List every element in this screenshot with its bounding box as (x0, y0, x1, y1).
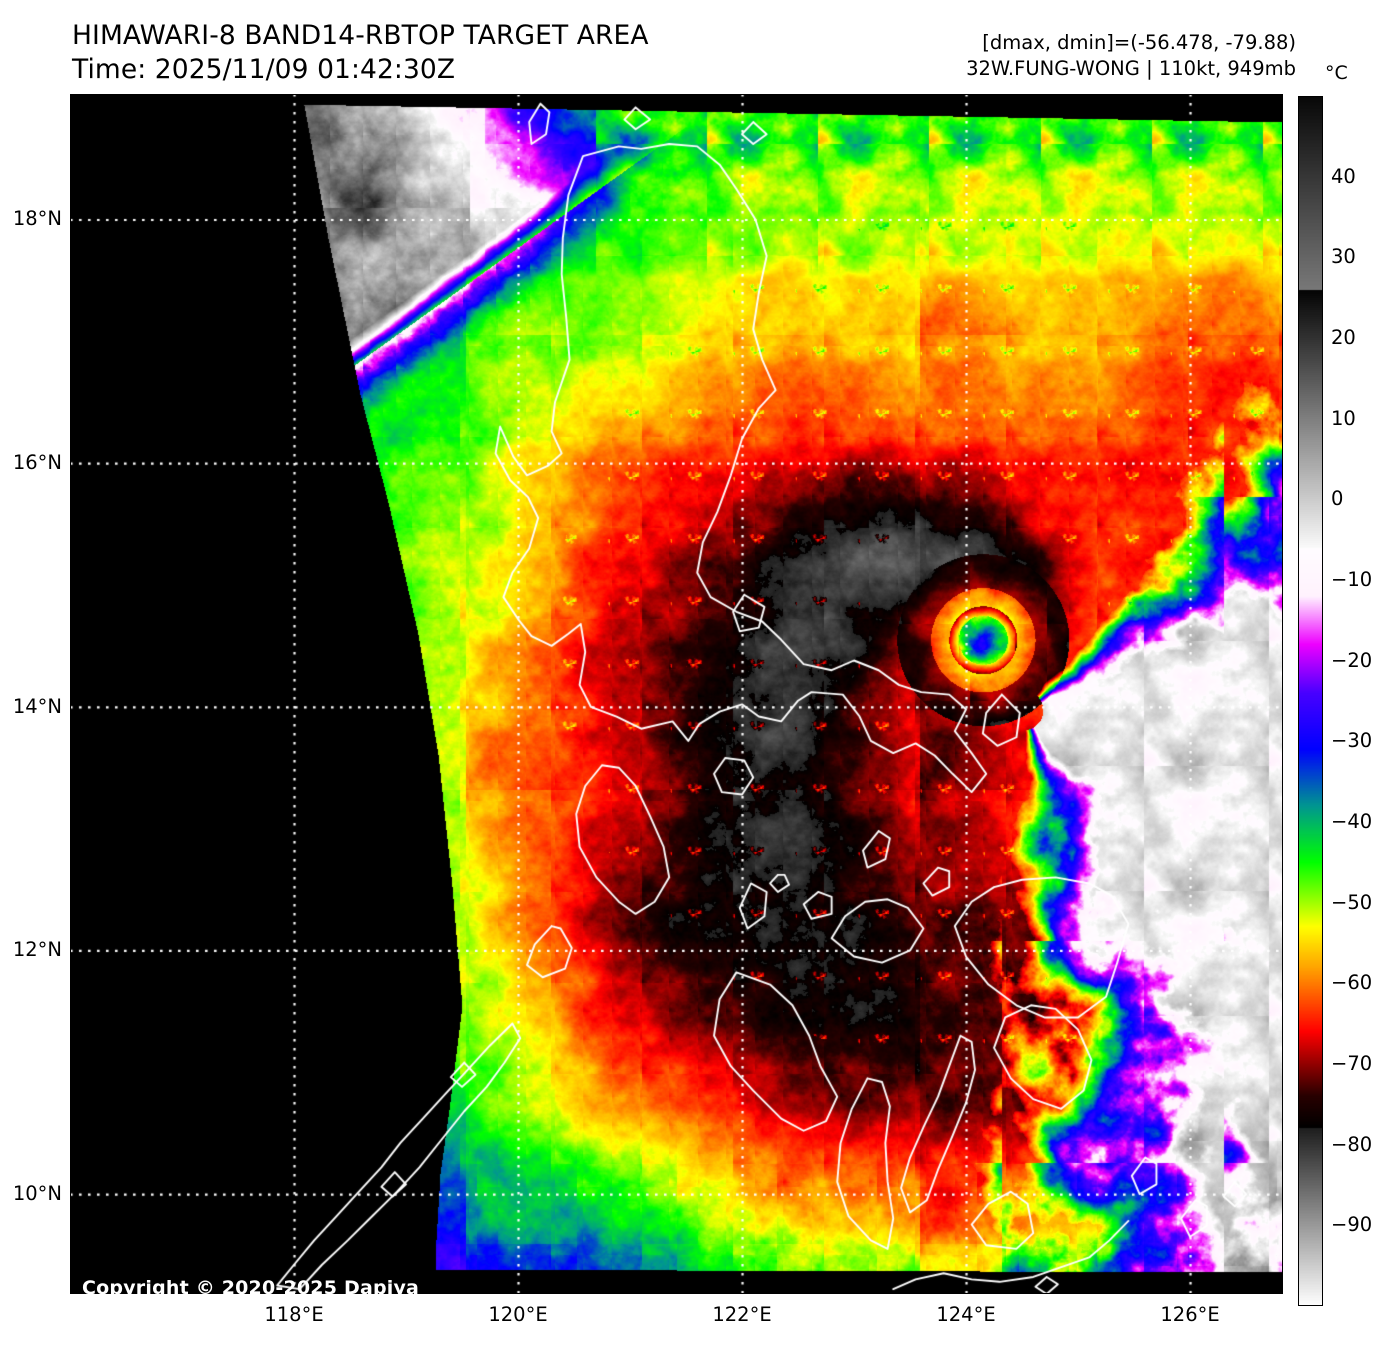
lon-tick-118: 118°E (264, 1303, 324, 1326)
lat-tick-16: 16°N (12, 451, 62, 475)
satellite-plot-area (70, 94, 1283, 1294)
colorbar-tick-10: 10 (1331, 406, 1356, 430)
colorbar-tick--20: −20 (1331, 648, 1373, 672)
colorbar-tick-0: 0 (1331, 487, 1344, 511)
colorbar-tick--90: −90 (1331, 1213, 1373, 1237)
colorbar-gradient (1298, 96, 1323, 1306)
colorbar-tick--60: −60 (1331, 971, 1373, 995)
page-title: HIMAWARI-8 BAND14-RBTOP TARGET AREA (72, 20, 649, 51)
colorbar-tick-30: 30 (1331, 245, 1356, 269)
copyright-label: Copyright © 2020-2025 Dapiya (82, 1277, 420, 1299)
storm-info-label: 32W.FUNG-WONG | 110kt, 949mb (966, 56, 1296, 80)
colorbar-tick-20: 20 (1331, 326, 1356, 349)
colorbar-tick--30: −30 (1331, 729, 1373, 753)
timestamp-label: Time: 2025/11/09 01:42:30Z (72, 54, 456, 86)
lat-tick-10: 10°N (12, 1182, 62, 1206)
colorbar-tick--40: −40 (1331, 810, 1373, 833)
lat-tick-12: 12°N (12, 938, 62, 962)
lat-tick-14: 14°N (12, 694, 62, 718)
lon-tick-126: 126°E (1160, 1303, 1220, 1326)
colorbar-tick--70: −70 (1331, 1052, 1373, 1075)
colorbar-tick--50: −50 (1331, 890, 1373, 914)
lon-tick-122: 122°E (712, 1303, 772, 1326)
colorbar-unit-label: °C (1325, 62, 1348, 84)
colorbar-tick--10: −10 (1331, 568, 1373, 591)
lon-tick-124: 124°E (936, 1303, 996, 1326)
colorbar-tick-40: 40 (1331, 164, 1356, 188)
data-range-label: [dmax, dmin]=(-56.478, -79.88) (982, 31, 1296, 54)
lon-tick-120: 120°E (488, 1303, 548, 1326)
title-block: HIMAWARI-8 BAND14-RBTOP TARGET AREA Time… (72, 19, 649, 88)
lat-tick-18: 18°N (12, 207, 62, 231)
infrared-satellite-image (70, 94, 1283, 1294)
metadata-block: [dmax, dmin]=(-56.478, -79.88) 32W.FUNG-… (966, 30, 1296, 82)
colorbar (1298, 96, 1323, 1306)
colorbar-tick--80: −80 (1331, 1132, 1373, 1156)
